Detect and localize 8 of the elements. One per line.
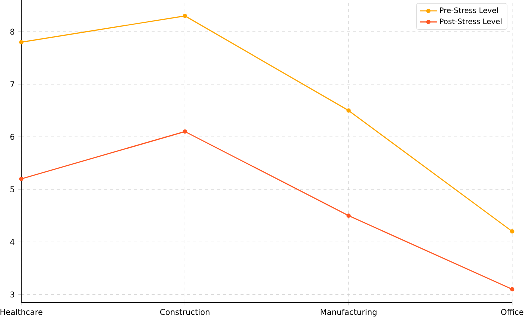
point: [510, 287, 515, 292]
point: [183, 14, 188, 18]
point: [346, 108, 351, 113]
point: [510, 230, 515, 234]
point: [183, 130, 188, 134]
point: [19, 176, 24, 182]
point: [346, 214, 351, 218]
point: [19, 40, 24, 45]
